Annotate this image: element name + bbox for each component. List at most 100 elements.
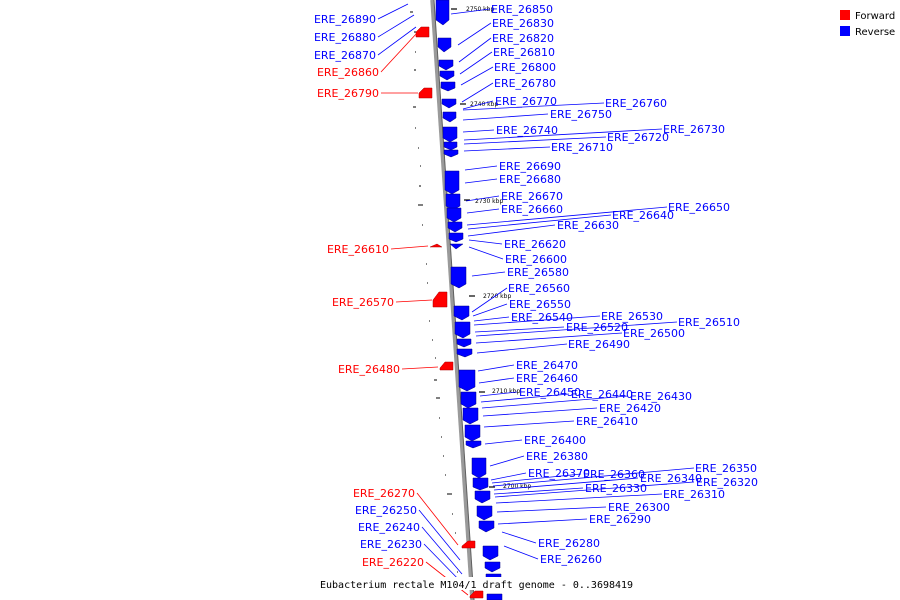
gene-arrow[interactable] — [474, 490, 491, 504]
gene-arrow[interactable] — [458, 369, 476, 392]
gene-label[interactable]: ERE_26280 — [538, 537, 600, 550]
gene-label[interactable]: ERE_26290 — [589, 513, 651, 526]
gene-label[interactable]: ERE_26570 — [332, 296, 394, 309]
gene-label[interactable]: ERE_26740 — [496, 124, 558, 137]
gene-arrow[interactable] — [440, 81, 456, 92]
gene-label[interactable]: ERE_26450 — [519, 386, 581, 399]
gene-label[interactable]: ERE_26500 — [623, 327, 685, 340]
gene-arrow[interactable] — [439, 70, 455, 81]
gene-label[interactable]: ERE_26820 — [492, 32, 554, 45]
gene-label[interactable]: ERE_26780 — [494, 77, 556, 90]
gene-arrow[interactable] — [446, 207, 462, 223]
gene-label[interactable]: ERE_26310 — [663, 488, 725, 501]
gene-label[interactable]: ERE_26660 — [501, 203, 563, 216]
gene-label[interactable]: ERE_26670 — [501, 190, 563, 203]
gene-arrow[interactable] — [476, 505, 493, 521]
gene-arrow[interactable] — [429, 243, 443, 248]
gene-arrow[interactable] — [443, 141, 458, 151]
gene-arrow[interactable] — [465, 440, 482, 449]
gene-label[interactable]: ERE_26480 — [338, 363, 400, 376]
gene-arrow[interactable] — [442, 111, 457, 123]
gene-arrow[interactable] — [453, 305, 470, 321]
gene-label[interactable]: ERE_26560 — [508, 282, 570, 295]
gene-label[interactable]: ERE_26540 — [511, 311, 573, 324]
gene-arrow[interactable] — [441, 98, 457, 109]
gene-arrow[interactable] — [464, 424, 481, 442]
gene-label[interactable]: ERE_26460 — [516, 372, 578, 385]
gene-label[interactable]: ERE_26710 — [551, 141, 613, 154]
gene-label[interactable]: ERE_26880 — [314, 31, 376, 44]
gene-arrow[interactable] — [444, 170, 460, 195]
gene-arrow[interactable] — [471, 457, 487, 479]
gene-label[interactable]: ERE_26520 — [566, 321, 628, 334]
gene-label[interactable]: ERE_26580 — [507, 266, 569, 279]
gene-arrow[interactable] — [439, 361, 454, 371]
gene-arrow[interactable] — [478, 520, 495, 533]
gene-arrow[interactable] — [437, 37, 452, 53]
gene-arrow[interactable] — [482, 545, 499, 561]
gene-label[interactable]: ERE_26730 — [663, 123, 725, 136]
gene-label[interactable]: ERE_26440 — [571, 388, 633, 401]
gene-label[interactable]: ERE_26600 — [505, 253, 567, 266]
gene-label[interactable]: ERE_26650 — [668, 201, 730, 214]
gene-arrow[interactable] — [469, 590, 484, 599]
gene-label[interactable]: ERE_26760 — [605, 97, 667, 110]
gene-label[interactable]: ERE_26790 — [317, 87, 379, 100]
gene-label[interactable]: ERE_26830 — [492, 17, 554, 30]
gene-arrow[interactable] — [456, 338, 472, 348]
gene-arrow[interactable] — [449, 243, 464, 250]
gene-label[interactable]: ERE_26410 — [576, 415, 638, 428]
gene-label[interactable]: ERE_26630 — [557, 219, 619, 232]
gene-label[interactable]: ERE_26690 — [499, 160, 561, 173]
gene-label[interactable]: ERE_26320 — [696, 476, 758, 489]
gene-label[interactable]: ERE_26300 — [608, 501, 670, 514]
gene-label[interactable]: ERE_26810 — [493, 46, 555, 59]
gene-arrow[interactable] — [484, 561, 501, 573]
gene-label[interactable]: ERE_26550 — [509, 298, 571, 311]
gene-label[interactable]: ERE_26770 — [495, 95, 557, 108]
gene-arrow[interactable] — [461, 540, 476, 549]
gene-arrow[interactable] — [486, 593, 503, 600]
gene-label[interactable]: ERE_26230 — [360, 538, 422, 551]
gene-arrow[interactable] — [435, 0, 450, 26]
gene-arrow[interactable] — [418, 87, 433, 99]
gene-label[interactable]: ERE_26420 — [599, 402, 661, 415]
gene-arrow[interactable] — [462, 407, 479, 425]
gene-arrow[interactable] — [438, 59, 454, 71]
gene-arrow[interactable] — [460, 391, 477, 409]
gene-label[interactable]: ERE_26800 — [494, 61, 556, 74]
gene-label[interactable]: ERE_26430 — [630, 390, 692, 403]
gene-arrow[interactable] — [442, 126, 458, 143]
gene-label[interactable]: ERE_26750 — [550, 108, 612, 121]
gene-arrow[interactable] — [447, 221, 463, 233]
gene-label[interactable]: ERE_26890 — [314, 13, 376, 26]
gene-label[interactable]: ERE_26240 — [358, 521, 420, 534]
gene-label[interactable]: ERE_26850 — [491, 3, 553, 16]
gene-arrow[interactable] — [415, 26, 430, 38]
gene-label[interactable]: ERE_26530 — [601, 310, 663, 323]
gene-arrow[interactable] — [456, 348, 473, 358]
gene-label[interactable]: ERE_26640 — [612, 209, 674, 222]
gene-arrow[interactable] — [450, 266, 467, 289]
gene-label[interactable]: ERE_26370 — [528, 467, 590, 480]
gene-label[interactable]: ERE_26360 — [583, 468, 645, 481]
gene-label[interactable]: ERE_26340 — [640, 472, 702, 485]
gene-label[interactable]: ERE_26870 — [314, 49, 376, 62]
gene-label[interactable]: ERE_26270 — [353, 487, 415, 500]
gene-label[interactable]: ERE_26380 — [526, 450, 588, 463]
gene-label[interactable]: ERE_26490 — [568, 338, 630, 351]
gene-label[interactable]: ERE_26260 — [540, 553, 602, 566]
gene-arrow[interactable] — [448, 232, 464, 243]
gene-label[interactable]: ERE_26350 — [695, 462, 757, 475]
gene-label[interactable]: ERE_26400 — [524, 434, 586, 447]
gene-label[interactable]: ERE_26220 — [362, 556, 424, 569]
gene-label[interactable]: ERE_26330 — [585, 482, 647, 495]
gene-arrow[interactable] — [472, 477, 489, 491]
gene-arrow[interactable] — [432, 291, 448, 308]
gene-arrow[interactable] — [443, 149, 459, 158]
gene-label[interactable]: ERE_26720 — [607, 131, 669, 144]
gene-label[interactable]: ERE_26250 — [355, 504, 417, 517]
gene-label[interactable]: ERE_26470 — [516, 359, 578, 372]
gene-label[interactable]: ERE_26860 — [317, 66, 379, 79]
gene-label[interactable]: ERE_26510 — [678, 316, 740, 329]
